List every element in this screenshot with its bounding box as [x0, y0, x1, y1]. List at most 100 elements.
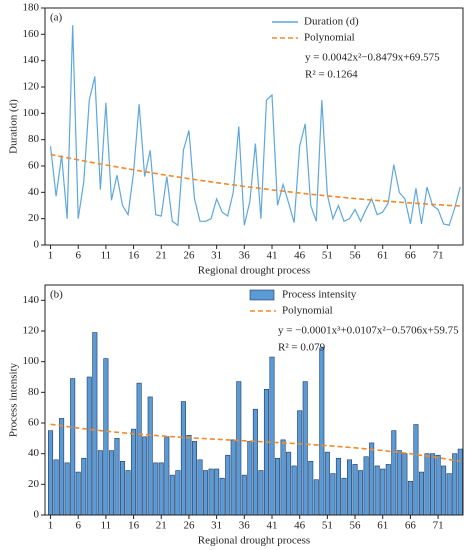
bar — [70, 378, 76, 516]
x-tick-label: 56 — [350, 250, 362, 262]
x-tick-label: 21 — [156, 250, 167, 262]
bar — [358, 470, 364, 516]
y-tick-label: 20 — [28, 478, 40, 490]
bar — [230, 439, 236, 516]
x-tick-label: 61 — [377, 520, 388, 532]
bar — [75, 471, 81, 516]
bar — [208, 468, 214, 516]
bar — [164, 436, 170, 516]
bar — [64, 462, 70, 516]
y-tick-label: 80 — [28, 386, 40, 398]
bar — [108, 450, 114, 516]
data-line — [49, 25, 461, 227]
bar — [175, 470, 181, 516]
bar — [258, 470, 264, 516]
bar — [374, 465, 380, 516]
y-tick-label: 40 — [28, 447, 40, 459]
x-tick-label: 71 — [433, 250, 444, 262]
bar — [369, 442, 375, 516]
x-tick-label: 36 — [239, 250, 251, 262]
x-tick-label: 21 — [156, 520, 167, 532]
bar — [407, 480, 413, 516]
bar — [424, 453, 430, 516]
bar — [241, 474, 247, 516]
y-tick-label: 0 — [34, 239, 40, 251]
y-tick-label: 140 — [23, 54, 40, 66]
bar — [53, 459, 59, 516]
bar — [308, 461, 314, 516]
plot-frame — [44, 284, 464, 516]
bar — [385, 464, 391, 516]
annotation: R² = 0.1264 — [305, 69, 358, 81]
bar — [203, 470, 209, 516]
panel-label: (b) — [50, 289, 63, 301]
x-tick-label: 71 — [433, 520, 444, 532]
bar — [219, 477, 225, 516]
y-tick-label: 140 — [23, 294, 40, 306]
y-tick-label: 80 — [28, 133, 40, 145]
bar — [119, 461, 126, 516]
bar — [313, 479, 319, 516]
bar — [180, 401, 186, 516]
bar — [86, 376, 92, 516]
trend-line — [50, 423, 461, 463]
bar — [158, 462, 164, 516]
x-tick-label: 31 — [211, 250, 222, 262]
x-tick-label: 41 — [266, 250, 277, 262]
x-tick-label: 46 — [294, 520, 306, 532]
bar — [97, 450, 103, 516]
bar — [363, 456, 369, 516]
annotation: y = −0.0001x³+0.0107x²−0.5706x+59.75 — [278, 325, 459, 337]
bar — [291, 465, 297, 516]
bar — [297, 410, 303, 516]
bar — [225, 454, 231, 516]
legend-label: Polynomial — [304, 32, 355, 44]
bar — [346, 459, 353, 516]
bar — [197, 459, 203, 516]
legend-swatch — [249, 289, 275, 301]
x-tick-label: 16 — [128, 250, 140, 262]
bar — [335, 457, 341, 516]
x-tick-label: 6 — [75, 520, 81, 532]
bar — [352, 464, 358, 516]
bar — [214, 468, 220, 516]
bar — [441, 465, 447, 516]
legend-label: Polynomial — [282, 305, 333, 317]
panel-label: (a) — [50, 12, 63, 24]
x-tick-label: 46 — [294, 250, 306, 262]
y-tick-label: 40 — [28, 186, 40, 198]
bar — [319, 347, 325, 516]
bar — [330, 473, 336, 516]
bar — [275, 457, 281, 516]
bar — [280, 439, 286, 516]
x-tick-label: 66 — [405, 250, 417, 262]
x-tick-label: 66 — [405, 520, 417, 532]
x-tick-label: 6 — [75, 250, 81, 262]
x-tick-label: 26 — [183, 250, 195, 262]
bar — [236, 381, 242, 516]
y-tick-label: 100 — [23, 355, 40, 367]
annotation: R² = 0.079 — [278, 342, 326, 354]
bar — [341, 477, 347, 516]
bar — [81, 457, 87, 516]
x-tick-label: 41 — [266, 520, 277, 532]
y-tick-label: 120 — [23, 325, 40, 337]
y-tick-label: 0 — [34, 509, 40, 521]
bar — [191, 441, 197, 516]
x-tick-label: 61 — [377, 250, 388, 262]
x-tick-label: 26 — [183, 520, 195, 532]
x-tick-label: 31 — [211, 520, 222, 532]
bar — [396, 450, 402, 516]
legend-label: Process intensity — [282, 289, 357, 301]
bar — [136, 382, 142, 516]
bar — [125, 470, 131, 516]
y-axis-title: Process intensity — [8, 362, 20, 437]
x-tick-label: 51 — [322, 250, 333, 262]
bar — [452, 453, 458, 516]
y-tick-label: 120 — [23, 81, 40, 93]
y-axis-title: Duration (d) — [8, 99, 20, 154]
x-tick-label: 11 — [101, 520, 112, 532]
bar — [324, 451, 330, 516]
bar — [186, 434, 192, 516]
